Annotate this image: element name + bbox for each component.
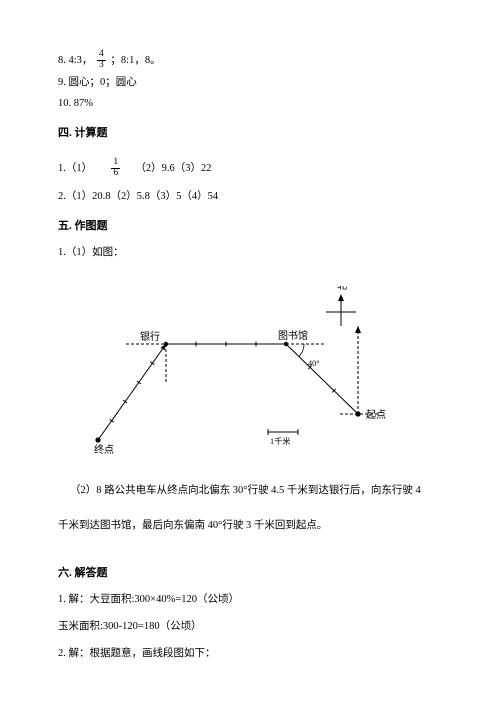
section-5-title: 五. 作图题	[58, 218, 442, 236]
diagram-svg: 北 40° 银行 图书馆起点终点 1千米	[58, 286, 428, 461]
section-4-q1-prefix: 1.（1）	[58, 163, 92, 174]
section-5-q2-line1: （2）8 路公共电车从终点向北偏东 30°行驶 4.5 千米到达银行后，向东行驶…	[58, 483, 442, 500]
svg-text:北: 北	[337, 286, 347, 292]
svg-text:40°: 40°	[308, 359, 319, 368]
svg-text:1千米: 1千米	[270, 436, 290, 446]
answer-10: 10. 87%	[58, 96, 442, 113]
svg-text:银行: 银行	[140, 330, 160, 343]
answer-8-suffix: ；8:1，8。	[110, 55, 160, 66]
section-6-line1: 1. 解：大豆面积:300×40%=120（公顷）	[58, 592, 442, 609]
spacer	[58, 266, 442, 280]
section-5-q2-line2: 千米到达图书馆，最后向东偏南 40°行驶 3 千米回到起点。	[58, 518, 442, 535]
section-4-q1-suffix: （2）9.6（3）22	[135, 163, 211, 174]
page: 8. 4:3， 4 3 ；8:1，8。 9. 圆心；0；圆心 10. 87% 四…	[0, 0, 500, 707]
spacer	[58, 461, 442, 483]
answer-8: 8. 4:3， 4 3 ；8:1，8。	[58, 50, 442, 71]
fraction-denominator: 6	[111, 169, 120, 179]
section-6-line3: 2. 解：根据题意，画线段图如下：	[58, 646, 442, 663]
route-diagram: 北 40° 银行 图书馆起点终点 1千米	[58, 286, 442, 461]
spacer	[58, 539, 442, 553]
section-4-title: 四. 计算题	[58, 125, 442, 143]
spacer	[58, 504, 442, 518]
fraction-4-3: 4 3	[97, 50, 106, 71]
section-4-q2: 2.（1）20.8（2）5.8（3）5（4）54	[58, 189, 442, 206]
svg-text:起点: 起点	[366, 409, 386, 421]
section-5-q1: 1.（1）如图：	[58, 245, 442, 262]
answer-8-prefix: 8. 4:3，	[58, 55, 92, 66]
fraction-1-6: 1 6	[111, 158, 120, 179]
svg-text:图书馆: 图书馆	[278, 329, 308, 342]
section-6-line2: 玉米面积:300-120=180（公顷）	[58, 619, 442, 636]
svg-text:终点: 终点	[94, 443, 114, 456]
fraction-denominator: 3	[97, 61, 106, 71]
section-6-title: 六. 解答题	[58, 565, 442, 583]
answer-9: 9. 圆心；0；圆心	[58, 75, 442, 92]
section-4-q1: 1.（1） 1 6 （2）9.6（3）22	[58, 158, 442, 179]
